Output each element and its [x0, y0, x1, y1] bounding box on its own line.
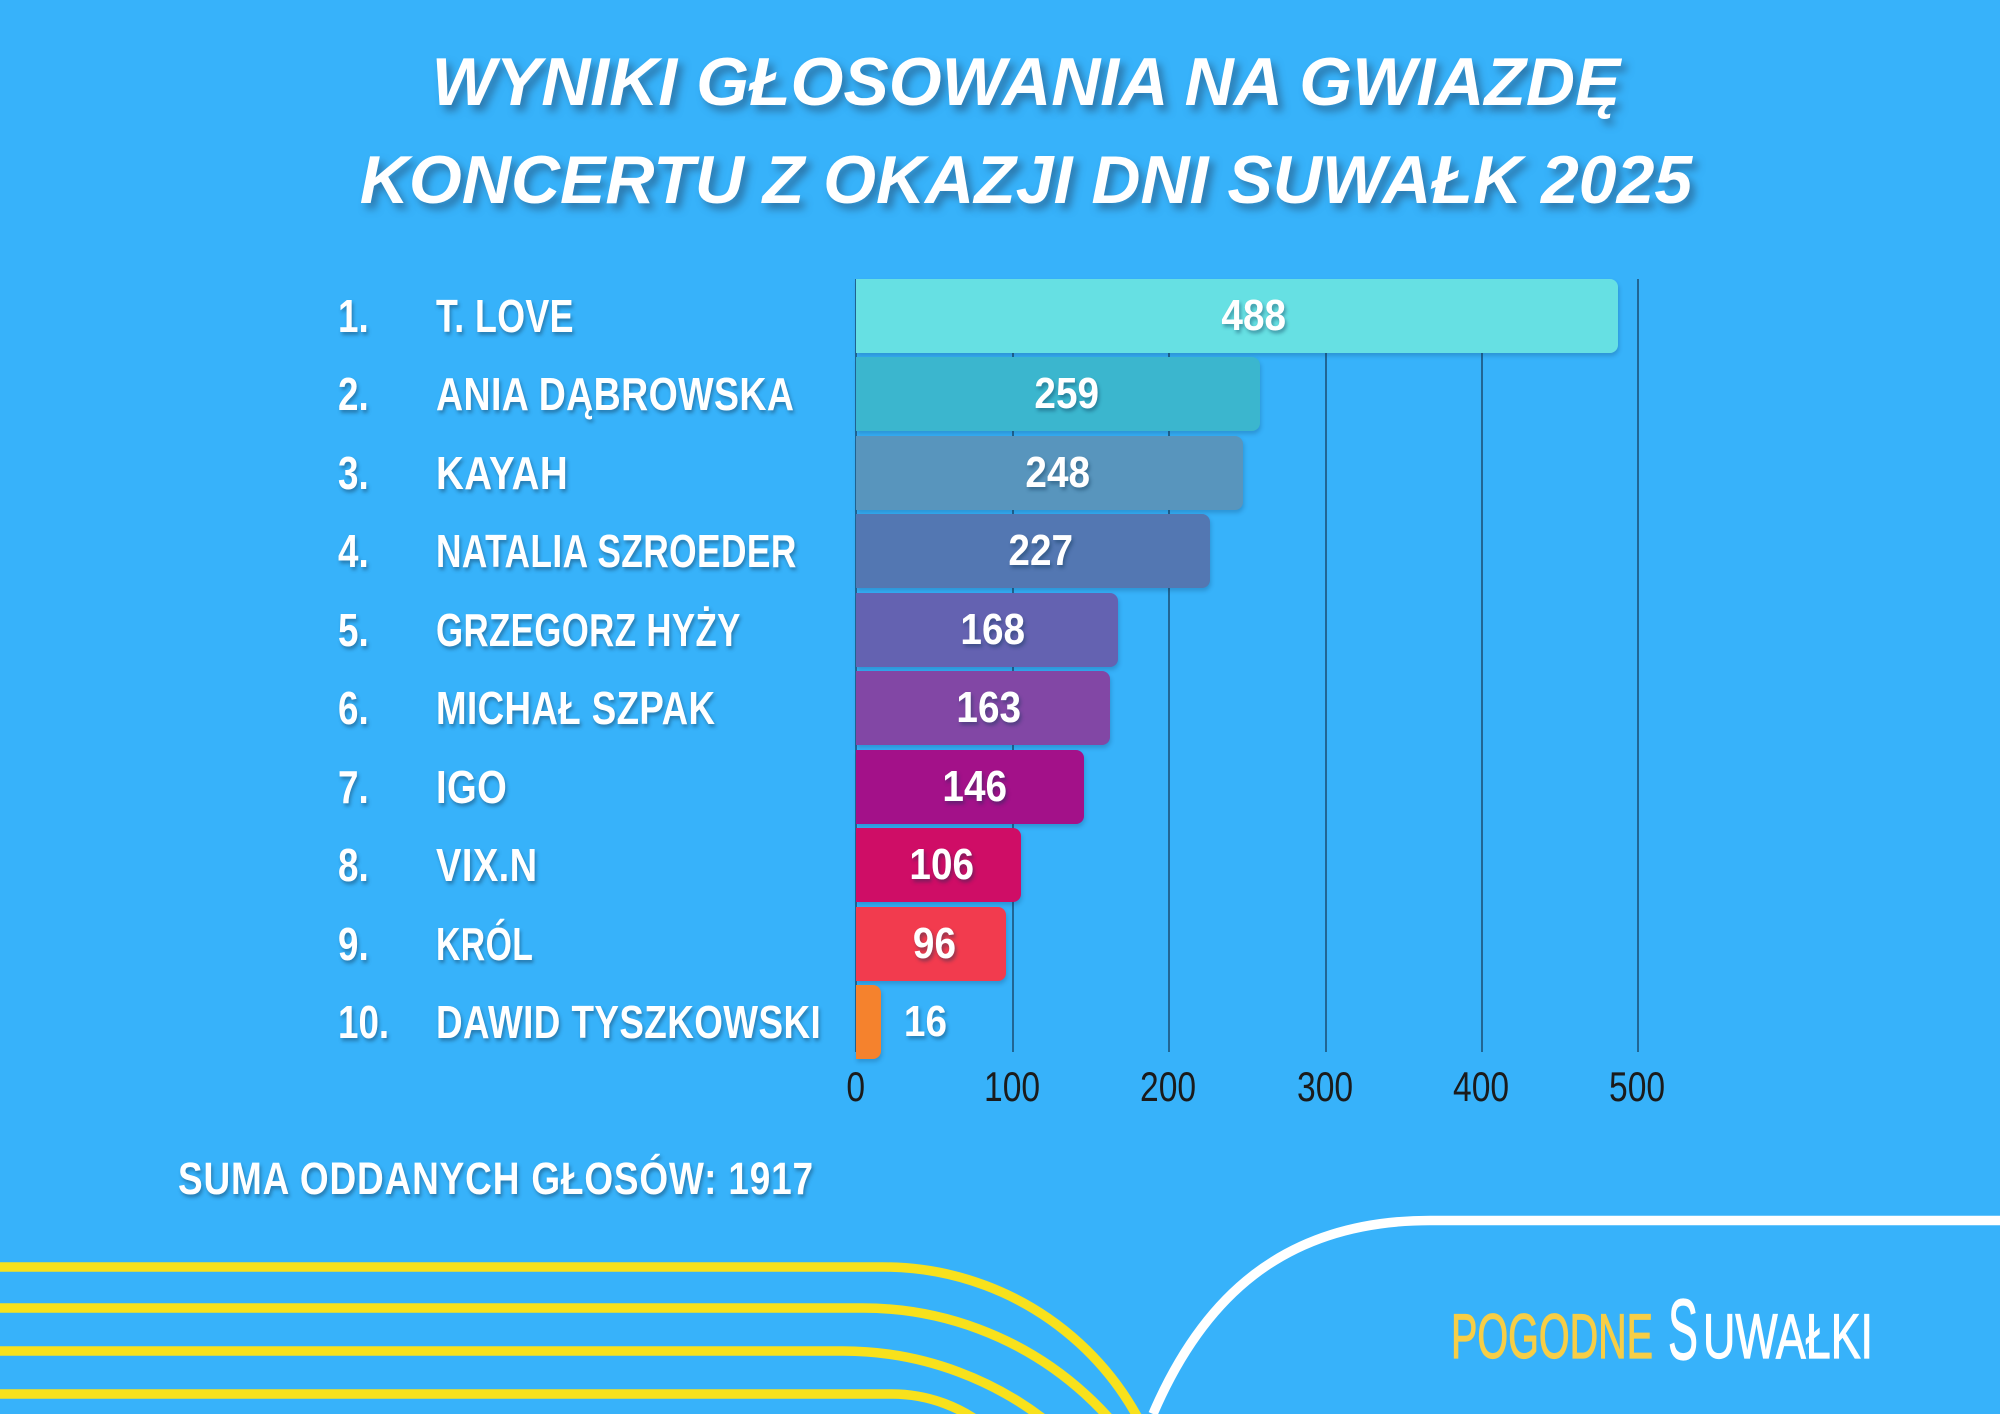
svg-text:S: S: [1668, 1282, 1698, 1378]
svg-text:POGODNE: POGODNE: [1451, 1302, 1653, 1372]
svg-text:UWAŁKI: UWAŁKI: [1703, 1302, 1873, 1372]
